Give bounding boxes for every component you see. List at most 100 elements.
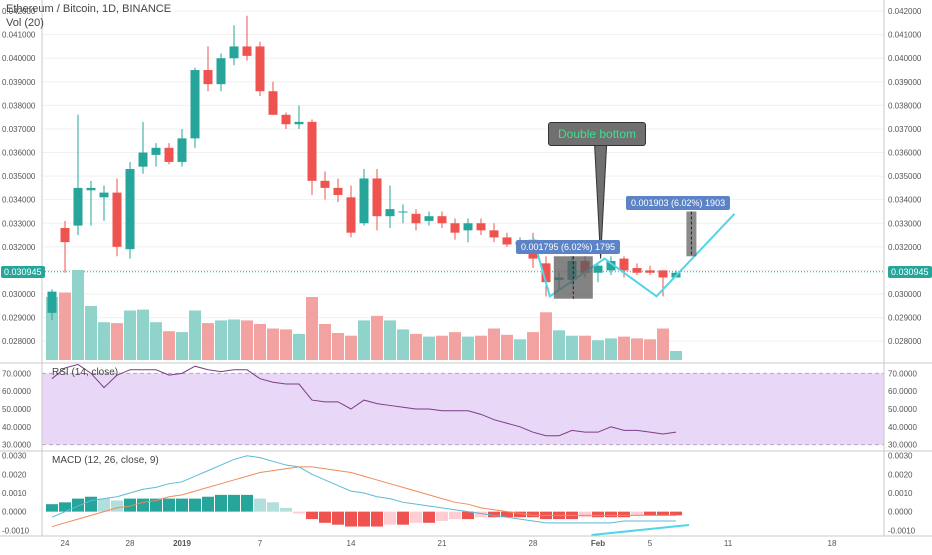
- macd-tick-label-left: 0.0010: [2, 489, 27, 498]
- candle-body: [346, 197, 356, 233]
- macd-histogram-bar: [241, 494, 253, 512]
- time-tick-label: 7: [258, 539, 263, 548]
- volume-bar: [501, 334, 513, 360]
- candle-body: [99, 192, 109, 198]
- macd-histogram-bar: [488, 511, 500, 518]
- double-bottom-callout[interactable]: Double bottom: [548, 122, 647, 146]
- time-tick-label: 28: [126, 539, 135, 548]
- macd-histogram-bar: [189, 498, 201, 512]
- macd-tick-label-left: 0.0000: [2, 508, 27, 517]
- macd-histogram-bar: [358, 511, 370, 527]
- price-tick-label-left: 0.033000: [2, 219, 36, 228]
- rsi-tick-label-left: 30.0000: [2, 441, 31, 450]
- price-tick-label-left: 0.028000: [2, 337, 36, 346]
- macd-histogram-bar: [59, 502, 71, 512]
- measure-label-left[interactable]: 0.001795 (6.02%) 1795: [516, 240, 621, 254]
- candle-body: [502, 237, 512, 245]
- candle-body: [489, 230, 499, 238]
- price-tick-label: 0.035000: [888, 172, 922, 181]
- volume-bar: [267, 328, 279, 360]
- price-tick-label-left: 0.042000: [2, 7, 36, 16]
- candle-body: [190, 70, 200, 139]
- candle-body: [242, 46, 252, 56]
- macd-histogram-bar: [332, 511, 344, 525]
- candle-body: [333, 187, 343, 195]
- volume-bar: [306, 297, 318, 360]
- macd-histogram-bar: [124, 498, 136, 512]
- volume-bar: [124, 310, 136, 360]
- macd-tick-label: 0.0020: [888, 470, 913, 479]
- macd-tick-label: 0.0030: [888, 452, 913, 461]
- volume-bar: [657, 328, 669, 360]
- candle-body: [203, 70, 213, 85]
- time-tick-label: 24: [61, 539, 70, 548]
- volume-bar: [85, 306, 97, 360]
- measure-label-right[interactable]: 0.001903 (6.02%) 1903: [626, 196, 731, 210]
- symbol-title: Ethereum / Bitcoin, 1D, BINANCE: [6, 3, 172, 15]
- price-tick-label: 0.032000: [888, 243, 922, 252]
- time-tick-label: 5: [648, 539, 653, 548]
- macd-histogram-bar: [137, 498, 149, 512]
- macd-histogram-bar: [163, 498, 175, 512]
- candle-body: [255, 46, 265, 92]
- candle-body: [73, 187, 83, 226]
- macd-tick-label-left: 0.0020: [2, 470, 27, 479]
- macd-histogram-bar: [215, 494, 227, 512]
- volume-bar: [410, 333, 422, 360]
- volume-bar: [566, 335, 578, 360]
- candle-body: [125, 169, 135, 250]
- price-tick-label-left: 0.035000: [2, 172, 36, 181]
- rsi-tick-label: 60.0000: [888, 387, 917, 396]
- volume-bar: [319, 324, 331, 360]
- macd-histogram-bar: [514, 511, 526, 518]
- price-tick-label-left: 0.029000: [2, 314, 36, 323]
- rsi-series: [51, 363, 677, 437]
- volume-bar: [280, 329, 292, 360]
- macd-histogram-bar: [449, 511, 461, 520]
- volume-bar: [631, 338, 643, 360]
- price-tick-label-left: 0.041000: [2, 31, 36, 40]
- drawings[interactable]: [532, 144, 736, 536]
- volume-bar: [228, 319, 240, 360]
- macd-histogram-bar: [475, 511, 487, 518]
- macd-series: [46, 455, 682, 528]
- rsi-tick-label: 70.0000: [888, 369, 917, 378]
- macd-histogram-bar: [501, 511, 513, 518]
- candle-body: [385, 209, 395, 217]
- price-tick-label-left: 0.032000: [2, 243, 36, 252]
- candle-body: [450, 223, 460, 233]
- macd-histogram-bar: [462, 511, 474, 520]
- macd-histogram-bar: [150, 498, 162, 512]
- candles[interactable]: [47, 15, 681, 320]
- candle-body: [463, 223, 473, 231]
- volume-bar: [345, 335, 357, 360]
- price-tick-label-left: 0.030000: [2, 290, 36, 299]
- time-tick-label: 18: [828, 539, 837, 548]
- macd-line: [51, 455, 676, 524]
- candle-body: [658, 270, 668, 278]
- volume-bars: [46, 270, 682, 360]
- candle-body: [645, 270, 655, 273]
- macd-histogram-bar: [345, 511, 357, 527]
- volume-bar: [293, 333, 305, 360]
- volume-bar: [137, 309, 149, 360]
- candle-body: [112, 192, 122, 247]
- volume-bar: [72, 270, 84, 360]
- macd-tick-label: 0.0000: [888, 508, 913, 517]
- volume-bar: [371, 315, 383, 360]
- volume-bar: [176, 332, 188, 360]
- candle-body: [372, 178, 382, 217]
- last-price-badge-left: 0.030945: [1, 266, 45, 278]
- volume-bar: [111, 323, 123, 360]
- candle-body: [216, 58, 226, 85]
- candle-body: [47, 291, 57, 313]
- macd-histogram-bar: [280, 507, 292, 512]
- macd-histogram-bar: [293, 511, 305, 514]
- macd-tick-label: -0.0010: [888, 526, 916, 535]
- candle-body: [437, 216, 447, 224]
- volume-bar: [358, 320, 370, 360]
- macd-histogram-bar: [384, 511, 396, 525]
